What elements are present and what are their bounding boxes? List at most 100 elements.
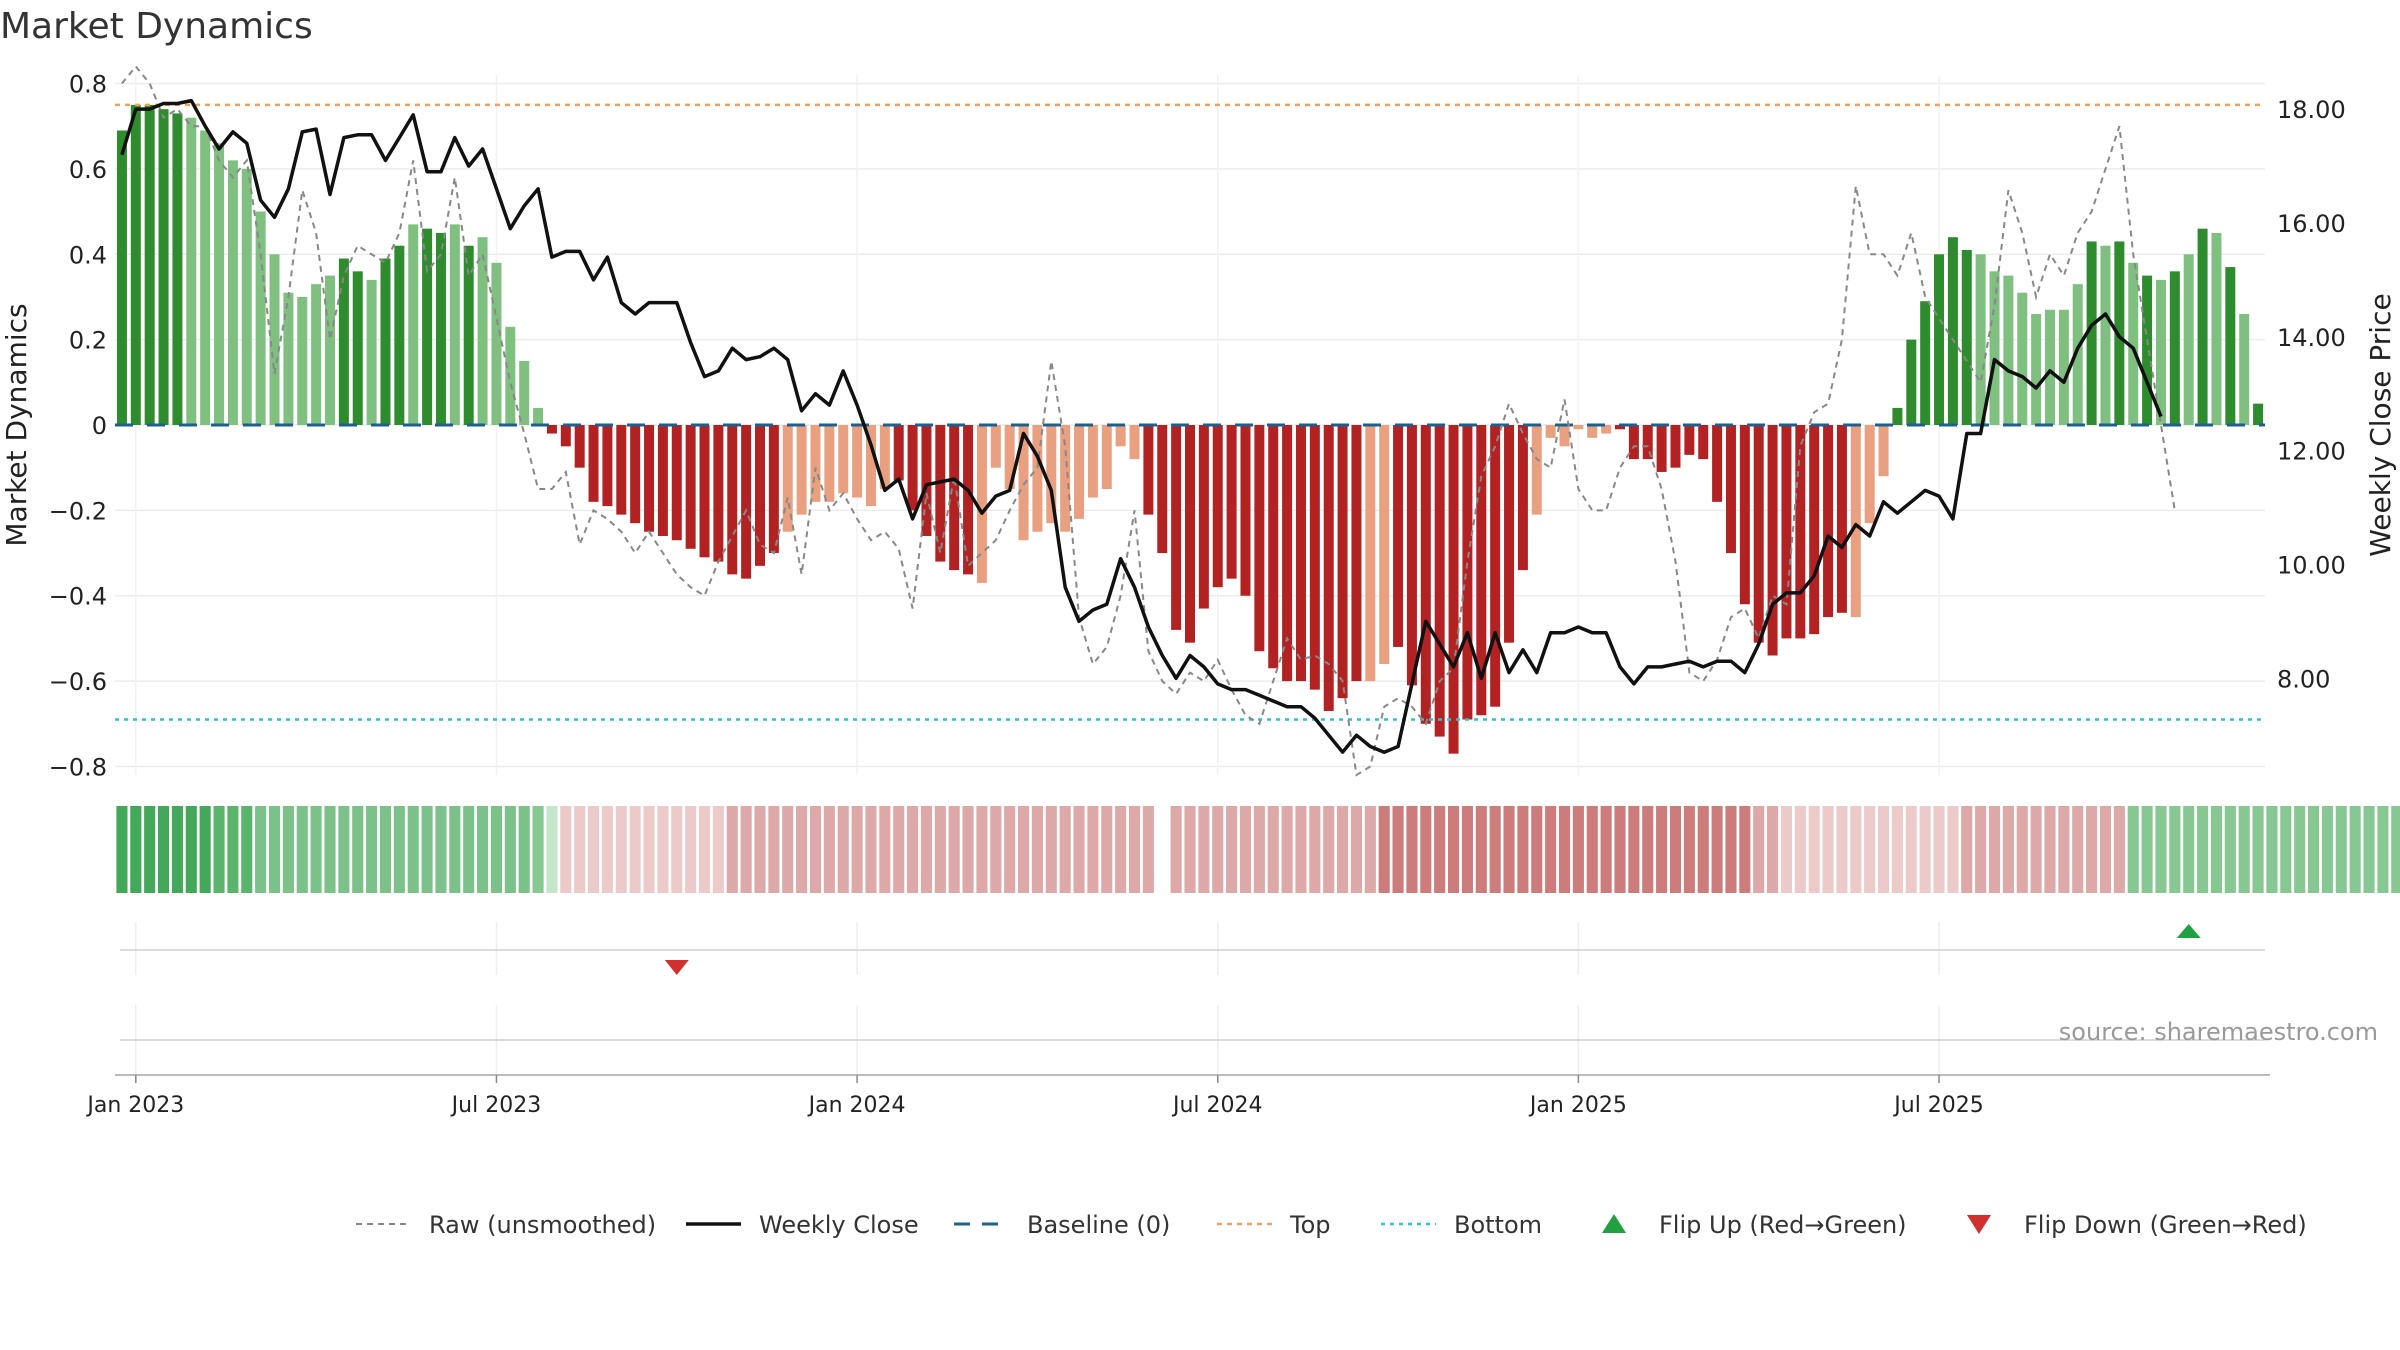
momentum-bar	[546, 425, 557, 434]
regime-strip-cell	[865, 806, 877, 893]
regime-strip-cell	[1364, 806, 1376, 893]
regime-strip-cell	[1808, 806, 1820, 893]
momentum-bar	[2100, 245, 2111, 425]
regime-strip-cell	[338, 806, 350, 893]
regime-strip-cell	[2391, 806, 2400, 893]
regime-strip-cell	[1142, 806, 1154, 893]
momentum-bar	[2155, 279, 2166, 425]
y-right-tick-label: 10.00	[2277, 551, 2346, 579]
momentum-bar	[2114, 241, 2125, 425]
momentum-bar	[616, 425, 627, 515]
momentum-bar	[2031, 314, 2042, 425]
momentum-bar	[366, 279, 377, 425]
momentum-bar	[727, 425, 738, 575]
regime-strip-cell	[1697, 806, 1709, 893]
regime-strip-cell	[1683, 806, 1695, 893]
momentum-bar	[491, 262, 502, 425]
regime-strip-cell	[546, 806, 558, 893]
regime-strip-cell	[948, 806, 960, 893]
momentum-bar	[1947, 237, 1958, 425]
regime-strip-cell	[782, 806, 794, 893]
momentum-bar	[2239, 314, 2250, 425]
momentum-bar	[1226, 425, 1237, 579]
momentum-bar	[2169, 271, 2180, 425]
regime-strip-cell	[1239, 806, 1252, 893]
y-right-axis-label: Weekly Close Price	[2364, 293, 2397, 556]
regime-strip-cell	[1392, 806, 1404, 893]
regime-strip-cell	[851, 806, 863, 893]
momentum-bar	[1212, 425, 1223, 588]
regime-strip-cell	[1919, 806, 1931, 893]
regime-strip-cell	[1878, 806, 1890, 893]
momentum-bar	[1282, 425, 1293, 682]
momentum-bar	[1504, 425, 1515, 643]
regime-strip-cell	[1267, 806, 1279, 893]
momentum-bar	[1309, 425, 1320, 690]
regime-strip-cell	[1933, 806, 1945, 893]
momentum-bar	[824, 425, 835, 502]
momentum-bar	[907, 425, 918, 511]
regime-strip-cell	[837, 806, 849, 893]
momentum-bar	[2058, 309, 2069, 425]
momentum-bar	[1670, 425, 1681, 468]
momentum-bar	[1559, 425, 1570, 447]
momentum-bar	[1795, 425, 1806, 639]
regime-strip-cell	[1850, 806, 1862, 893]
regime-strip-cell	[352, 806, 364, 893]
regime-strip-cell	[1198, 806, 1210, 893]
regime-strip-cell	[255, 806, 267, 893]
momentum-bar	[560, 425, 571, 447]
regime-strip-cell	[1947, 806, 1959, 893]
momentum-bar	[1601, 425, 1612, 434]
regime-strip-cell	[366, 806, 378, 893]
regime-strip-cell	[615, 806, 627, 893]
momentum-bar	[685, 425, 696, 549]
momentum-bar	[1961, 250, 1972, 425]
regime-strip-cell	[1489, 806, 1501, 893]
y-right-tick-label: 12.00	[2277, 438, 2346, 466]
momentum-bar	[1406, 425, 1417, 686]
momentum-bar	[1739, 425, 1750, 605]
legend-label: Flip Up (Red→Green)	[1659, 1211, 1907, 1239]
regime-strip-cell	[1711, 806, 1723, 893]
regime-strip-cell	[1073, 806, 1085, 893]
momentum-bar	[1129, 425, 1140, 460]
momentum-bar	[1171, 425, 1182, 630]
momentum-bar	[200, 130, 211, 426]
regime-strip-cell	[1475, 806, 1487, 893]
legend-swatch-flip-down	[1967, 1215, 1991, 1234]
momentum-bar	[768, 425, 779, 554]
regime-strip-cell	[1780, 806, 1792, 893]
regime-strip-cell	[962, 806, 974, 893]
regime-strip-cell	[1558, 806, 1571, 893]
momentum-bar	[477, 237, 488, 425]
momentum-bar	[422, 228, 433, 425]
momentum-bar	[1753, 425, 1764, 643]
momentum-bar	[2072, 284, 2083, 425]
regime-strip-cell	[2335, 806, 2347, 893]
y-right-tick-label: 16.00	[2277, 210, 2346, 238]
momentum-bar	[657, 425, 668, 536]
momentum-bar	[1934, 254, 1945, 425]
regime-strip-cell	[2280, 806, 2292, 893]
regime-strip-cell	[796, 806, 808, 893]
regime-strip-cell	[1725, 806, 1737, 893]
momentum-bar	[1725, 425, 1736, 554]
regime-strip-cell	[2349, 806, 2361, 893]
momentum-bar	[1615, 425, 1625, 430]
momentum-bar	[380, 258, 391, 425]
regime-strip-cell	[2113, 806, 2125, 893]
momentum-bar	[1462, 425, 1473, 720]
regime-strip-cell	[990, 806, 1002, 893]
regime-strip-cell	[879, 806, 891, 893]
momentum-bar	[1587, 425, 1598, 438]
regime-strip-cell	[1448, 806, 1460, 893]
momentum-bar	[1185, 425, 1195, 643]
momentum-bar	[782, 425, 793, 532]
momentum-bar	[283, 292, 294, 425]
momentum-bar	[269, 254, 280, 425]
regime-strip-cell	[1420, 806, 1432, 893]
regime-strip-cell	[698, 806, 711, 893]
momentum-bar	[976, 425, 987, 583]
regime-strip-cell	[1434, 806, 1446, 893]
